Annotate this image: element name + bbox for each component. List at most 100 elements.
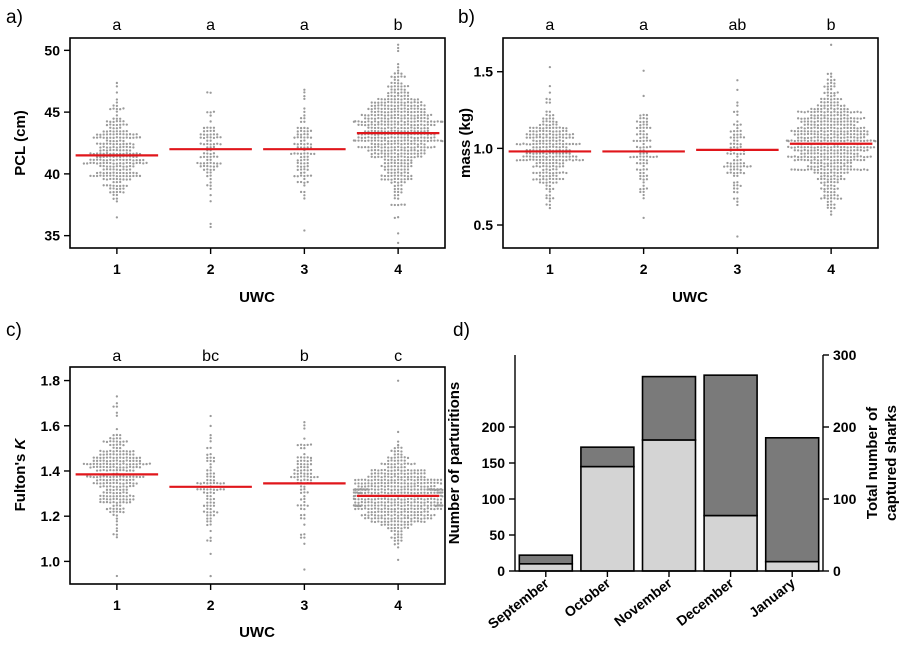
data-point [420,507,423,510]
data-point [803,139,806,142]
data-point [125,158,128,161]
data-point [555,171,558,175]
data-point [400,469,403,472]
data-point [115,574,119,578]
data-point [367,507,370,511]
data-point [542,164,545,168]
data-point [400,162,403,165]
data-point [416,504,420,507]
data-point [639,158,642,161]
data-point [299,459,303,462]
data-point [373,101,377,104]
data-point [209,187,212,191]
data-point [790,139,793,142]
data-point [115,443,119,446]
data-point [538,123,542,127]
data-point [410,164,413,168]
data-point [370,491,373,495]
data-point [413,507,416,511]
data-point [558,126,561,129]
x-tick-label: 1 [113,597,121,613]
data-point [859,146,862,149]
data-point [135,456,138,460]
data-point [138,462,142,465]
data-point [387,504,390,508]
data-point [833,117,836,120]
data-point [202,136,206,140]
data-point [396,488,400,491]
data-point [542,145,545,149]
data-point [115,181,119,184]
data-point [548,158,552,162]
data-point [545,203,548,206]
data-point [420,136,423,139]
data-point [829,107,833,110]
data-point [99,456,102,460]
data-point [306,165,309,168]
data-point [109,449,112,452]
data-point [790,168,793,171]
data-point [102,468,105,472]
data-point [833,197,836,200]
data-point [552,136,555,139]
data-point [833,206,836,210]
data-point [548,177,552,181]
data-point [119,171,122,175]
data-point [561,152,565,155]
data-point [303,165,306,168]
data-point [122,158,125,162]
data-point [826,180,829,184]
data-point [92,158,95,162]
data-point [829,148,833,152]
data-point [99,469,102,472]
data-point [125,475,128,479]
data-point [568,158,571,161]
data-point [423,113,426,117]
data-point [532,133,535,136]
data-point [112,475,115,478]
data-point [406,91,410,94]
data-point [393,136,396,139]
data-point [829,200,833,203]
data-point [423,149,426,152]
data-point [377,507,380,510]
data-point [853,132,856,136]
data-point [112,488,115,492]
data-point [132,484,135,488]
data-point [303,497,306,501]
data-point [212,126,216,129]
data-point [823,139,826,142]
data-point [209,133,212,136]
data-point [387,469,390,472]
data-point [843,104,846,107]
data-point [132,498,135,501]
data-point [439,482,443,485]
data-point [639,174,642,178]
data-point [206,517,209,520]
data-point [555,177,558,181]
data-point [410,485,413,488]
data-point [403,485,406,488]
data-point [729,162,732,165]
data-point [726,161,729,165]
data-point [416,152,420,155]
data-point [99,463,102,466]
data-point [209,469,212,472]
data-point [806,123,810,126]
data-point [793,146,796,149]
data-point [396,430,400,434]
data-point [299,117,303,120]
data-point [119,136,122,139]
data-point [826,123,829,126]
data-point [360,120,363,124]
data-point [823,168,826,171]
data-point [109,107,112,111]
data-point [853,155,856,158]
data-point [639,146,642,149]
data-point [423,485,426,488]
data-point [373,152,377,155]
data-point [542,127,545,130]
data-point [400,148,403,152]
data-point [387,85,390,88]
data-point [373,107,377,110]
